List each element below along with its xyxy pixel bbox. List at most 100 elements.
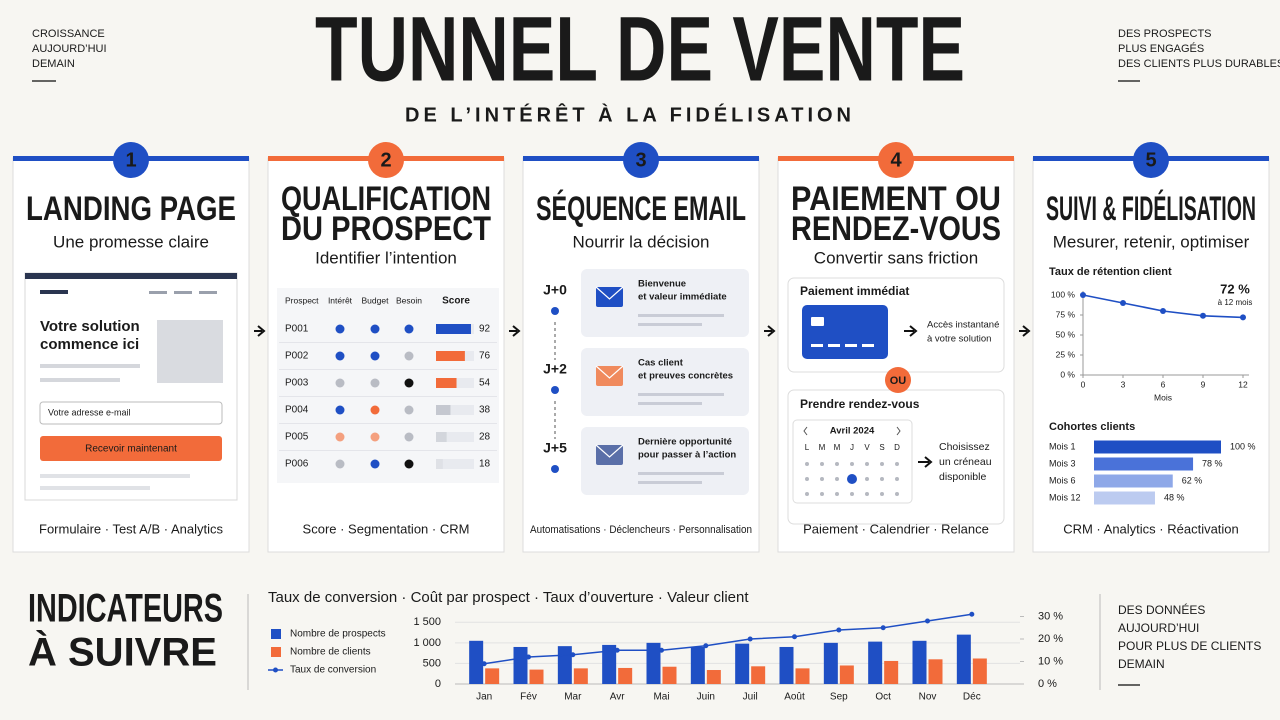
bar — [618, 667, 633, 684]
section-title: À SUIVRE — [28, 630, 217, 675]
conversion-point — [836, 627, 842, 633]
calendar-day — [805, 462, 809, 466]
text-line — [40, 364, 140, 368]
cohort-value: 100 % — [1230, 441, 1256, 451]
cohort-label: Mois 12 — [1049, 492, 1081, 502]
email-icon — [596, 287, 623, 307]
y2-tick-label: 0 % — [1038, 678, 1057, 690]
level-dot — [370, 324, 380, 334]
legend-label: Nombre de clients — [290, 647, 371, 658]
email-flap — [595, 286, 624, 300]
level-dot — [335, 432, 345, 442]
weekday: J — [850, 443, 854, 452]
cohort-value: 78 % — [1202, 458, 1223, 468]
card-digits — [845, 344, 857, 347]
level-dot — [404, 405, 414, 415]
legend-label: Taux de conversion — [290, 665, 376, 676]
level-dot — [404, 378, 414, 388]
score-track — [436, 432, 474, 442]
prospect-id: P005 — [285, 432, 309, 443]
score-value: 18 — [479, 459, 491, 470]
selected-slot — [847, 474, 857, 484]
bar — [956, 634, 971, 684]
prospect-id: P001 — [285, 324, 309, 335]
flow-arrow-head — [512, 325, 521, 337]
cohort-bar — [1094, 474, 1173, 488]
payment-title: Paiement immédiat — [800, 284, 909, 298]
score-bar — [436, 432, 447, 442]
step-number: 2 — [380, 149, 391, 171]
bar — [779, 646, 794, 684]
email-flap — [595, 365, 624, 379]
cohort-label: Mois 3 — [1049, 458, 1076, 468]
step-badge — [1133, 142, 1169, 178]
retention-point — [1200, 312, 1206, 319]
x-tick-label: Juin — [697, 692, 715, 703]
email-text: pour passer à l’action — [638, 450, 736, 461]
footer-note: AUJOURD’HUI — [1118, 621, 1199, 635]
bar — [868, 641, 883, 684]
conversion-point — [570, 652, 576, 658]
email-input — [39, 401, 223, 425]
level-dot — [335, 351, 345, 361]
score-value: 92 — [479, 324, 491, 335]
email-text: Bienvenue — [638, 279, 686, 290]
cohort-label: Mois 1 — [1049, 441, 1076, 451]
x-tick-label: Fév — [520, 692, 537, 703]
bar — [646, 642, 661, 684]
x-tick-label: 3 — [1121, 379, 1126, 389]
x-tick-label: Déc — [963, 692, 981, 703]
bar — [751, 666, 766, 684]
bar — [823, 642, 838, 684]
bar — [735, 643, 750, 684]
level-dot — [370, 432, 380, 442]
x-axis-label: Mois — [1154, 392, 1172, 402]
image-placeholder — [157, 320, 223, 383]
bar — [573, 668, 588, 684]
calendar-prev — [803, 426, 808, 436]
conversion-point — [880, 625, 886, 631]
step-badge — [113, 142, 149, 178]
retention-point — [1240, 314, 1246, 321]
flow-arrow-head — [1022, 325, 1031, 337]
level-dot — [404, 324, 414, 334]
x-tick-label: Mar — [564, 692, 582, 703]
column-header: Budget — [362, 295, 390, 305]
header-note: DEMAIN — [32, 58, 75, 70]
calendar-day — [805, 492, 809, 496]
calendar-day — [895, 492, 899, 496]
header-note: AUJOURD’HUI — [32, 43, 107, 55]
x-tick-label: 0 — [1081, 379, 1086, 389]
calendar-day — [895, 477, 899, 481]
calendar-next — [896, 426, 901, 436]
mock-headline: commence ici — [40, 336, 139, 353]
card-digits — [811, 344, 823, 347]
email-text: et valeur immédiate — [638, 292, 727, 303]
weekday: M — [819, 443, 826, 452]
logo-bar — [40, 290, 68, 294]
step-footer: Automatisations · Déclencheurs · Personn… — [530, 524, 752, 536]
card-digits — [828, 344, 840, 347]
calendar-day — [865, 462, 869, 466]
calendar — [792, 419, 913, 504]
y-tick-label: 25 % — [1056, 349, 1076, 359]
prospect-id: P006 — [285, 459, 309, 470]
nav-dash — [149, 291, 167, 294]
score-value: 54 — [479, 378, 491, 389]
level-dot — [404, 459, 414, 469]
x-tick-label: 9 — [1201, 379, 1206, 389]
x-tick-label: Août — [784, 692, 805, 703]
calendar-day — [835, 492, 839, 496]
conversion-point — [659, 647, 664, 653]
score-value: 76 — [479, 351, 491, 362]
bar — [662, 666, 677, 684]
level-dot — [404, 351, 414, 361]
header-note: PLUS ENGAGÉS — [1118, 42, 1204, 55]
y-tick-label: 50 % — [1056, 329, 1076, 339]
weekday: V — [864, 443, 870, 452]
y-tick-label: 0 — [435, 678, 441, 690]
calendar-day — [880, 477, 884, 481]
score-value: 28 — [479, 432, 491, 443]
weekday: L — [805, 443, 810, 452]
timeline-dot — [551, 307, 559, 315]
